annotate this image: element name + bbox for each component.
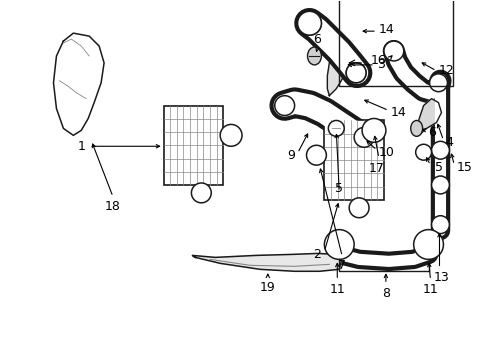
Text: 12: 12 [438,64,453,77]
Ellipse shape [410,121,422,136]
Circle shape [297,11,321,35]
Text: 14: 14 [378,23,394,36]
Text: 11: 11 [329,283,345,296]
Bar [339,0,452,86]
Circle shape [415,144,431,160]
Circle shape [274,96,294,116]
Polygon shape [53,33,104,135]
Bar [324,121,383,200]
Circle shape [324,230,353,260]
Text: 5: 5 [434,161,442,174]
Circle shape [431,141,448,159]
Circle shape [361,118,385,142]
Text: 10: 10 [378,146,394,159]
Text: 9: 9 [287,149,295,162]
Circle shape [327,121,344,136]
Text: 8: 8 [381,287,389,300]
Text: 7: 7 [338,260,346,273]
Circle shape [306,145,325,165]
Polygon shape [326,47,346,96]
Ellipse shape [307,47,321,65]
Circle shape [431,176,448,194]
Text: 19: 19 [260,281,275,294]
Text: 4: 4 [445,136,452,149]
Text: 15: 15 [455,161,471,174]
Circle shape [348,198,368,218]
Circle shape [413,230,443,260]
Polygon shape [192,253,341,271]
Text: 3: 3 [376,58,384,71]
Circle shape [431,216,448,234]
Text: 14: 14 [390,106,406,119]
Text: 2: 2 [313,248,321,261]
Text: 6: 6 [427,126,436,139]
Circle shape [428,74,447,92]
Circle shape [383,41,403,61]
Polygon shape [418,99,441,135]
Circle shape [297,11,321,35]
Text: 16: 16 [370,54,386,67]
Circle shape [346,63,366,83]
Text: 17: 17 [368,162,384,175]
Text: 6: 6 [313,33,321,46]
Text: 11: 11 [422,283,438,296]
Text: 13: 13 [433,271,448,284]
Bar [163,105,223,185]
Circle shape [346,63,366,83]
Circle shape [220,125,242,146]
Text: 1: 1 [77,140,85,153]
Text: 5: 5 [335,182,343,195]
Circle shape [191,183,211,203]
Text: 18: 18 [105,200,121,213]
Circle shape [353,127,373,147]
